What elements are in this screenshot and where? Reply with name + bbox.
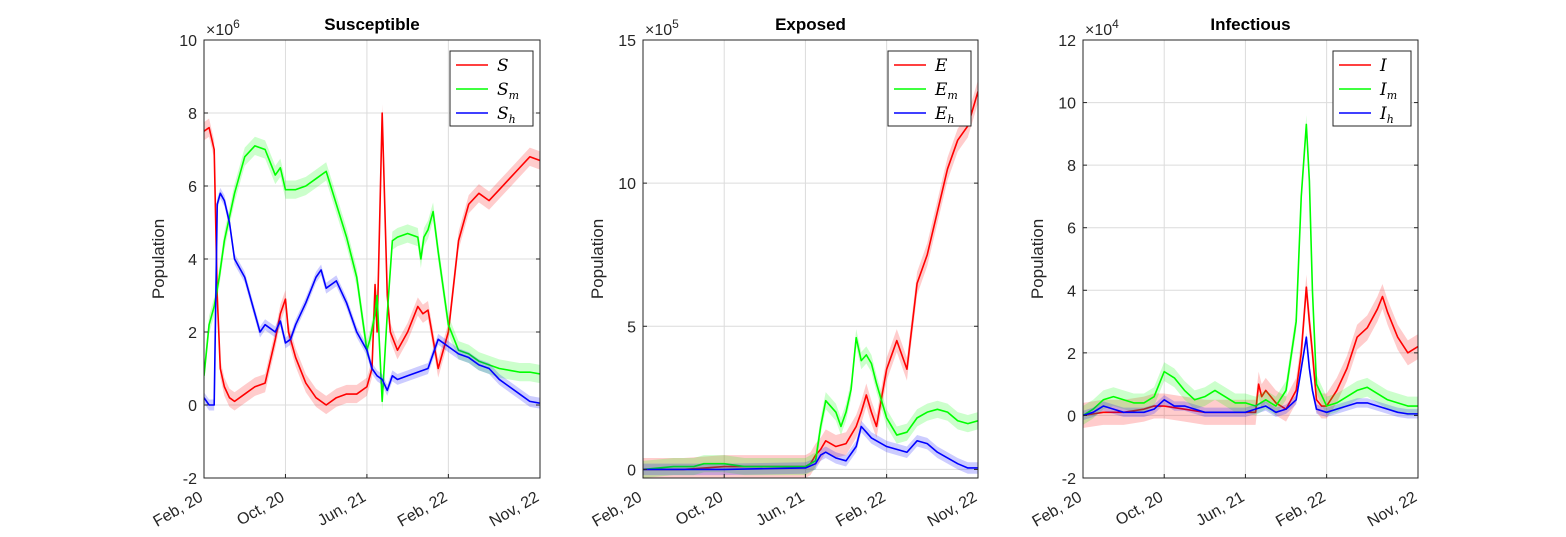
legend-label: Sm <box>497 80 519 102</box>
legend-label: I <box>1379 56 1387 76</box>
axes-box <box>1082 39 1419 479</box>
y-tick-label: 2 <box>188 325 197 342</box>
y-tick-label: 4 <box>1067 283 1076 300</box>
series-line <box>1083 123 1418 417</box>
chart-panel-0: -2 0 2 4 6 8 10 Feb, 20 Oct, 20 Jun, 21 Feb, 22 Nov… <box>149 15 542 531</box>
axes-box <box>642 39 979 479</box>
x-tick-label: Feb, 20 <box>590 489 646 531</box>
series-line <box>204 112 540 406</box>
y-exponent-label: ×106 <box>206 17 240 39</box>
chart-title: Exposed <box>775 15 846 34</box>
y-tick-label: -2 <box>183 471 197 488</box>
y-tick-label: 5 <box>627 319 636 336</box>
y-tick-label: 6 <box>188 179 197 196</box>
legend-label: Eh <box>934 104 955 126</box>
series-band <box>1083 115 1418 425</box>
legend-label: Em <box>934 80 958 102</box>
y-tick-label: 4 <box>188 252 197 269</box>
y-tick-label: 10 <box>179 33 197 50</box>
y-tick-label: 0 <box>1067 408 1076 425</box>
legend-label: E <box>934 56 948 76</box>
x-tick-label: Jun, 21 <box>1193 489 1247 530</box>
chart-panel-2: -2 0 2 4 6 8 10 12 Feb, 20 Oct, 20 Jun, 21 Feb, 22 N… <box>1028 15 1420 531</box>
y-tick-label: 6 <box>1067 221 1076 238</box>
y-tick-label: 10 <box>618 176 636 193</box>
legend-label: Sh <box>497 104 516 126</box>
x-tick-label: Feb, 22 <box>833 489 889 531</box>
x-tick-label: Nov, 22 <box>487 489 542 531</box>
y-exponent-label: ×104 <box>1085 17 1119 39</box>
x-tick-label: Feb, 20 <box>151 489 207 531</box>
x-tick-label: Feb, 22 <box>395 489 451 531</box>
x-tick-label: Oct, 20 <box>234 489 287 530</box>
x-tick-label: Feb, 22 <box>1273 489 1329 531</box>
y-tick-label: 10 <box>1058 96 1076 113</box>
y-tick-label: 15 <box>618 33 636 50</box>
x-tick-label: Nov, 22 <box>925 489 980 531</box>
series-band <box>643 329 978 478</box>
y-tick-label: 8 <box>1067 158 1076 175</box>
x-tick-label: Jun, 21 <box>753 489 807 530</box>
series-band <box>1083 274 1418 428</box>
series-band <box>204 187 540 411</box>
y-exponent-label: ×105 <box>645 17 679 39</box>
y-tick-label: 8 <box>188 106 197 123</box>
x-tick-label: Feb, 20 <box>1030 489 1086 531</box>
series-band <box>1083 332 1418 421</box>
series-line <box>204 192 540 406</box>
y-tick-label: 12 <box>1058 33 1076 50</box>
y-axis-label: Population <box>149 219 168 299</box>
series-line <box>204 145 540 403</box>
series-line <box>1083 286 1418 417</box>
x-tick-label: Jun, 21 <box>315 489 369 530</box>
y-axis-label: Population <box>588 219 607 299</box>
y-tick-label: 2 <box>1067 346 1076 363</box>
x-tick-label: Oct, 20 <box>673 489 726 530</box>
series-line <box>1083 336 1418 417</box>
plot-area <box>1083 115 1418 428</box>
y-tick-label: -2 <box>1062 471 1076 488</box>
series-line <box>643 336 978 471</box>
legend-label: Ih <box>1379 104 1394 126</box>
chart-title: Infectious <box>1210 15 1290 34</box>
y-axis-label: Population <box>1028 219 1047 299</box>
legend-label: Im <box>1379 80 1397 102</box>
series-line <box>643 425 978 471</box>
x-tick-label: Nov, 22 <box>1365 489 1420 531</box>
y-tick-label: 0 <box>627 462 636 479</box>
plot-area <box>643 80 978 478</box>
chart-title: Susceptible <box>324 15 419 34</box>
x-tick-label: Oct, 20 <box>1113 489 1166 530</box>
chart-panel-1: 0 5 10 15 Feb, 20 Oct, 20 Jun, 21 Feb, 22 Nov, 2… <box>588 15 980 531</box>
y-tick-label: 0 <box>188 398 197 415</box>
series-band <box>643 420 978 476</box>
legend-label: S <box>497 56 509 76</box>
plot-area <box>204 103 540 415</box>
series-band <box>643 80 978 478</box>
